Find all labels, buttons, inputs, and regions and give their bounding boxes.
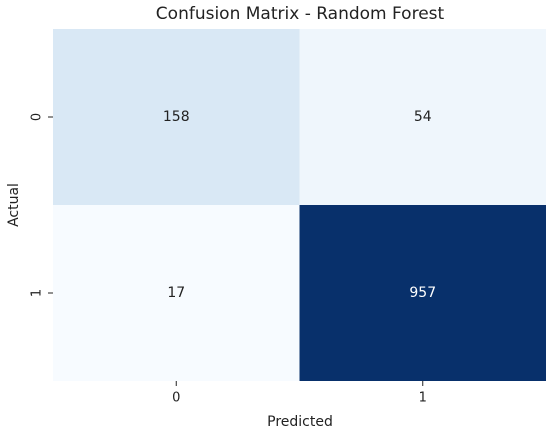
x-axis-label: Predicted — [267, 414, 333, 430]
x-tick-label: 1 — [419, 391, 427, 406]
y-axis-label: Actual — [6, 183, 22, 227]
cell-label: 957 — [409, 285, 436, 301]
cell-label: 54 — [414, 109, 432, 125]
heatmap-cell — [299, 205, 546, 381]
chart-title: Confusion Matrix - Random Forest — [156, 4, 445, 24]
y-tick-label: 0 — [30, 113, 45, 121]
cell-label: 17 — [167, 285, 185, 301]
heatmap-cell — [299, 29, 546, 205]
cell-label: 158 — [163, 109, 190, 125]
x-tick-label: 0 — [172, 391, 180, 406]
y-tick-label: 1 — [30, 289, 45, 297]
heatmap-cell — [53, 205, 300, 381]
heatmap-cell — [53, 29, 300, 205]
